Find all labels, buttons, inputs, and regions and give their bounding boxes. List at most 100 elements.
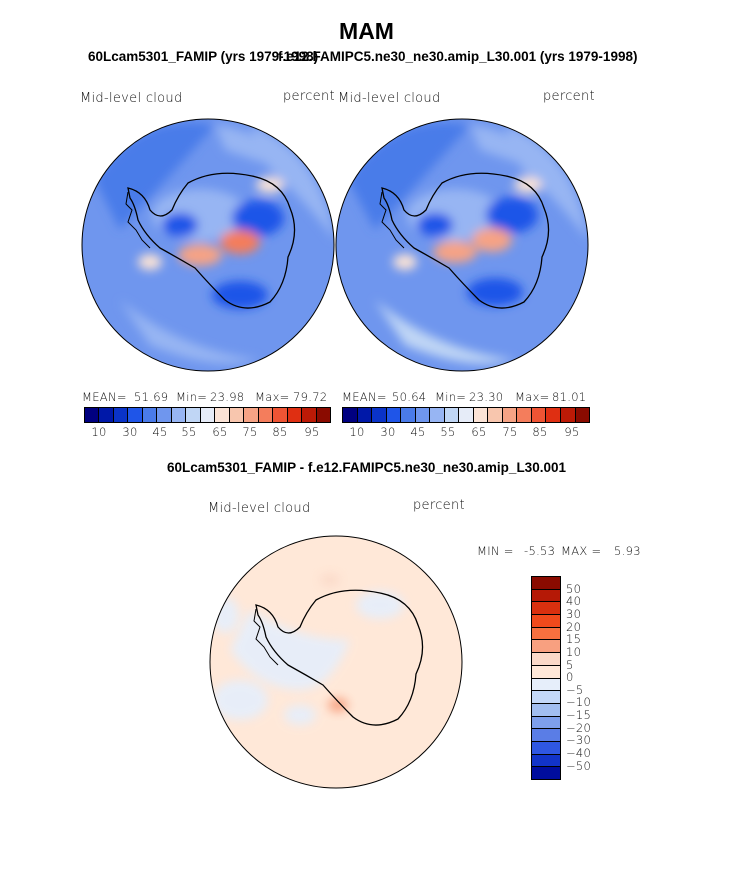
colorbar-right-tick: 45 <box>410 425 426 439</box>
colorbar-swatch <box>99 408 114 422</box>
colorbar-swatch <box>415 408 431 422</box>
colorbar-right <box>342 407 590 423</box>
left-max-label: Max= <box>255 390 290 404</box>
colorbar-left-tick: 75 <box>242 425 258 439</box>
colorbar-swatch <box>343 408 358 422</box>
colorbar-left-tick: 95 <box>304 425 320 439</box>
colorbar-swatch <box>532 627 560 641</box>
colorbar-right-tick: 10 <box>349 425 365 439</box>
colorbar-swatch <box>186 408 201 422</box>
colorbar-swatch <box>532 767 560 779</box>
colorbar-right-tick: 75 <box>502 425 518 439</box>
colorbar-difference <box>531 576 561 780</box>
page-title: MAM <box>339 18 394 44</box>
colorbar-swatch <box>215 408 230 422</box>
colorbar-swatch <box>532 665 560 679</box>
colorbar-right-tick: 85 <box>532 425 548 439</box>
colorbar-swatch <box>273 408 288 422</box>
colorbar-swatch <box>532 615 560 628</box>
diff-max-label: MAX = <box>561 544 602 558</box>
subtitle-right: f.e12.FAMIPC5.ne30_ne30.amip_L30.001 (yr… <box>278 49 638 64</box>
colorbar-swatch <box>142 408 158 422</box>
colorbar-difference-tick: 50 <box>566 582 582 596</box>
map-right <box>336 119 588 371</box>
colorbar-swatch <box>244 408 259 422</box>
colorbar-right-tick: 65 <box>471 425 487 439</box>
colorbar-swatch <box>531 408 547 422</box>
colorbar-swatch <box>532 703 560 717</box>
colorbar-swatch <box>532 716 560 730</box>
colorbar-swatch <box>532 678 560 692</box>
colorbar-difference-tick: 20 <box>566 620 582 634</box>
diff-variable-label: Mid-level cloud <box>208 501 311 516</box>
panel-right-variable-label: Mid-level cloud <box>338 91 441 106</box>
colorbar-difference-tick: 15 <box>566 632 582 646</box>
colorbar-swatch <box>532 691 560 704</box>
right-max-value: 81.01 <box>552 390 587 404</box>
colorbar-difference-tick: 40 <box>566 594 582 608</box>
colorbar-swatch <box>128 408 143 422</box>
colorbar-swatch <box>171 408 187 422</box>
left-min-label: Min= <box>176 390 208 404</box>
colorbar-left <box>84 407 331 423</box>
colorbar-swatch <box>473 408 489 422</box>
diff-min-label: MIN = <box>477 544 514 558</box>
colorbar-left-tick: 30 <box>122 425 138 439</box>
colorbar-swatch <box>532 754 560 768</box>
colorbar-left-tick: 10 <box>91 425 107 439</box>
left-min-value: 23.98 <box>210 390 245 404</box>
colorbar-left-tick: 85 <box>272 425 288 439</box>
colorbar-swatch <box>546 408 561 422</box>
colorbar-swatch <box>401 408 416 422</box>
colorbar-right-tick: 95 <box>564 425 580 439</box>
colorbar-swatch <box>502 408 518 422</box>
colorbar-right-tick: 30 <box>380 425 396 439</box>
colorbar-swatch <box>316 408 330 422</box>
colorbar-swatch <box>357 408 373 422</box>
colorbar-right-tick: 55 <box>440 425 456 439</box>
map-difference <box>210 536 462 788</box>
colorbar-swatch <box>488 408 503 422</box>
colorbar-swatch <box>386 408 402 422</box>
colorbar-difference-tick: −15 <box>566 708 592 722</box>
colorbar-swatch <box>532 653 560 666</box>
diff-max-value: 5.93 <box>614 544 641 558</box>
difference-title: 60Lcam5301_FAMIP - f.e12.FAMIPC5.ne30_ne… <box>167 460 566 475</box>
colorbar-difference-tick: 0 <box>566 670 574 684</box>
right-mean-value: 50.64 <box>392 390 427 404</box>
colorbar-swatch <box>532 729 560 742</box>
colorbar-swatch <box>200 408 216 422</box>
colorbar-swatch <box>532 577 560 590</box>
colorbar-left-tick: 55 <box>181 425 197 439</box>
right-min-value: 23.30 <box>469 390 504 404</box>
colorbar-swatch <box>372 408 387 422</box>
right-max-label: Max= <box>515 390 550 404</box>
colorbar-swatch <box>560 408 576 422</box>
subtitle-left: 60Lcam5301_FAMIP (yrs 1979-1998) <box>88 49 319 64</box>
colorbar-difference-tick: −20 <box>566 721 592 735</box>
colorbar-swatch <box>532 640 560 654</box>
colorbar-swatch <box>113 408 129 422</box>
colorbar-swatch <box>430 408 445 422</box>
diff-min-value: -5.53 <box>524 544 556 558</box>
colorbar-difference-tick: 10 <box>566 645 582 659</box>
left-mean-label: MEAN= <box>82 390 127 404</box>
colorbar-left-tick: 65 <box>212 425 228 439</box>
colorbar-swatch <box>229 408 245 422</box>
colorbar-swatch <box>517 408 532 422</box>
colorbar-swatch <box>444 408 460 422</box>
panel-left-units-label: percent <box>283 89 335 104</box>
colorbar-difference-tick: −40 <box>566 746 592 760</box>
map-left <box>82 119 334 371</box>
colorbar-swatch <box>157 408 172 422</box>
colorbar-swatch <box>532 741 560 755</box>
left-mean-value: 51.69 <box>134 390 169 404</box>
colorbar-difference-tick: −10 <box>566 695 592 709</box>
colorbar-difference-tick: −30 <box>566 733 592 747</box>
left-max-value: 79.72 <box>293 390 328 404</box>
colorbar-left-tick: 45 <box>152 425 168 439</box>
panel-left-variable-label: Mid-level cloud <box>80 91 183 106</box>
right-mean-label: MEAN= <box>342 390 387 404</box>
colorbar-swatch <box>575 408 590 422</box>
colorbar-difference-tick: 30 <box>566 607 582 621</box>
